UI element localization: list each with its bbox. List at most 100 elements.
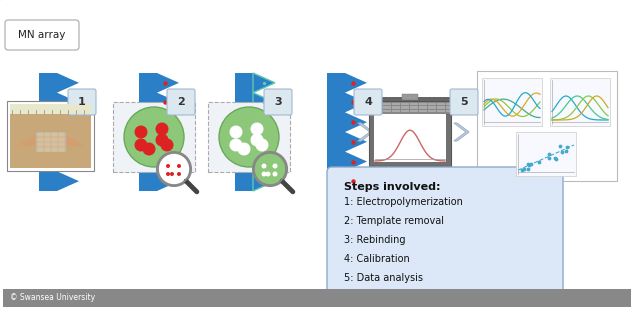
- Polygon shape: [345, 132, 367, 152]
- FancyBboxPatch shape: [383, 106, 391, 108]
- Circle shape: [160, 139, 174, 152]
- Point: [523, 161, 533, 166]
- Circle shape: [143, 143, 155, 156]
- Polygon shape: [345, 112, 367, 132]
- FancyBboxPatch shape: [516, 132, 576, 176]
- FancyBboxPatch shape: [402, 94, 418, 100]
- Point: [524, 162, 534, 167]
- FancyBboxPatch shape: [7, 101, 94, 171]
- FancyBboxPatch shape: [482, 78, 542, 126]
- FancyBboxPatch shape: [446, 106, 454, 108]
- Text: 4: 4: [364, 97, 372, 107]
- Circle shape: [134, 139, 148, 152]
- FancyBboxPatch shape: [365, 109, 373, 112]
- Polygon shape: [57, 112, 79, 132]
- Circle shape: [124, 107, 184, 167]
- Polygon shape: [253, 73, 275, 93]
- Circle shape: [219, 107, 279, 167]
- FancyBboxPatch shape: [437, 109, 445, 112]
- Circle shape: [230, 139, 242, 152]
- FancyBboxPatch shape: [428, 106, 436, 108]
- Point: [544, 152, 554, 157]
- Circle shape: [273, 163, 278, 169]
- Polygon shape: [157, 73, 179, 93]
- Point: [561, 148, 571, 153]
- FancyBboxPatch shape: [437, 106, 445, 108]
- Circle shape: [158, 153, 190, 185]
- Text: 5: Data analysis: 5: Data analysis: [344, 273, 423, 283]
- FancyBboxPatch shape: [401, 106, 409, 108]
- Polygon shape: [57, 152, 79, 171]
- FancyBboxPatch shape: [68, 89, 96, 115]
- Text: 2: 2: [177, 97, 185, 107]
- FancyBboxPatch shape: [446, 103, 454, 105]
- FancyBboxPatch shape: [550, 78, 610, 126]
- Circle shape: [177, 172, 181, 176]
- FancyBboxPatch shape: [36, 132, 65, 152]
- Polygon shape: [345, 73, 367, 93]
- Circle shape: [155, 134, 169, 147]
- Polygon shape: [358, 123, 373, 141]
- FancyBboxPatch shape: [477, 71, 617, 181]
- FancyBboxPatch shape: [450, 89, 478, 115]
- Polygon shape: [57, 73, 79, 93]
- Point: [557, 149, 567, 154]
- Text: 5: 5: [460, 97, 468, 107]
- Circle shape: [230, 126, 242, 139]
- Circle shape: [256, 139, 269, 152]
- FancyBboxPatch shape: [327, 167, 563, 295]
- Polygon shape: [57, 93, 79, 112]
- FancyBboxPatch shape: [139, 73, 157, 191]
- Polygon shape: [345, 171, 367, 191]
- FancyBboxPatch shape: [167, 89, 195, 115]
- FancyBboxPatch shape: [10, 104, 91, 168]
- FancyBboxPatch shape: [419, 109, 427, 112]
- Circle shape: [166, 164, 170, 168]
- Polygon shape: [253, 171, 275, 191]
- FancyBboxPatch shape: [369, 108, 451, 166]
- Point: [562, 144, 572, 149]
- Text: Steps involved:: Steps involved:: [344, 182, 441, 192]
- Text: 4: Calibration: 4: Calibration: [344, 254, 410, 264]
- Polygon shape: [171, 123, 186, 141]
- Polygon shape: [157, 152, 179, 171]
- Polygon shape: [57, 171, 79, 191]
- Circle shape: [238, 143, 250, 156]
- Text: 1: 1: [78, 97, 86, 107]
- FancyBboxPatch shape: [359, 97, 461, 101]
- FancyBboxPatch shape: [383, 109, 391, 112]
- FancyBboxPatch shape: [208, 102, 290, 172]
- FancyBboxPatch shape: [374, 103, 382, 105]
- FancyBboxPatch shape: [437, 103, 445, 105]
- Polygon shape: [157, 93, 179, 112]
- Text: 2: Template removal: 2: Template removal: [344, 216, 444, 226]
- Polygon shape: [157, 171, 179, 191]
- Point: [523, 166, 533, 171]
- FancyBboxPatch shape: [374, 114, 446, 162]
- FancyBboxPatch shape: [419, 103, 427, 105]
- FancyBboxPatch shape: [361, 100, 459, 114]
- Polygon shape: [345, 152, 367, 171]
- FancyBboxPatch shape: [39, 73, 57, 191]
- Polygon shape: [253, 152, 275, 171]
- FancyBboxPatch shape: [428, 103, 436, 105]
- Circle shape: [273, 171, 278, 176]
- FancyBboxPatch shape: [354, 89, 382, 115]
- Text: 3: 3: [274, 97, 281, 107]
- FancyBboxPatch shape: [113, 102, 195, 172]
- FancyBboxPatch shape: [365, 103, 373, 105]
- Circle shape: [250, 122, 264, 135]
- Polygon shape: [253, 112, 275, 132]
- Circle shape: [177, 164, 181, 168]
- FancyBboxPatch shape: [392, 106, 400, 108]
- Polygon shape: [157, 112, 179, 132]
- Polygon shape: [454, 123, 469, 141]
- FancyBboxPatch shape: [419, 106, 427, 108]
- Point: [555, 143, 566, 148]
- Point: [545, 155, 555, 160]
- FancyBboxPatch shape: [374, 106, 382, 108]
- Polygon shape: [57, 132, 79, 152]
- Circle shape: [250, 134, 264, 147]
- FancyBboxPatch shape: [410, 103, 418, 105]
- FancyBboxPatch shape: [365, 106, 373, 108]
